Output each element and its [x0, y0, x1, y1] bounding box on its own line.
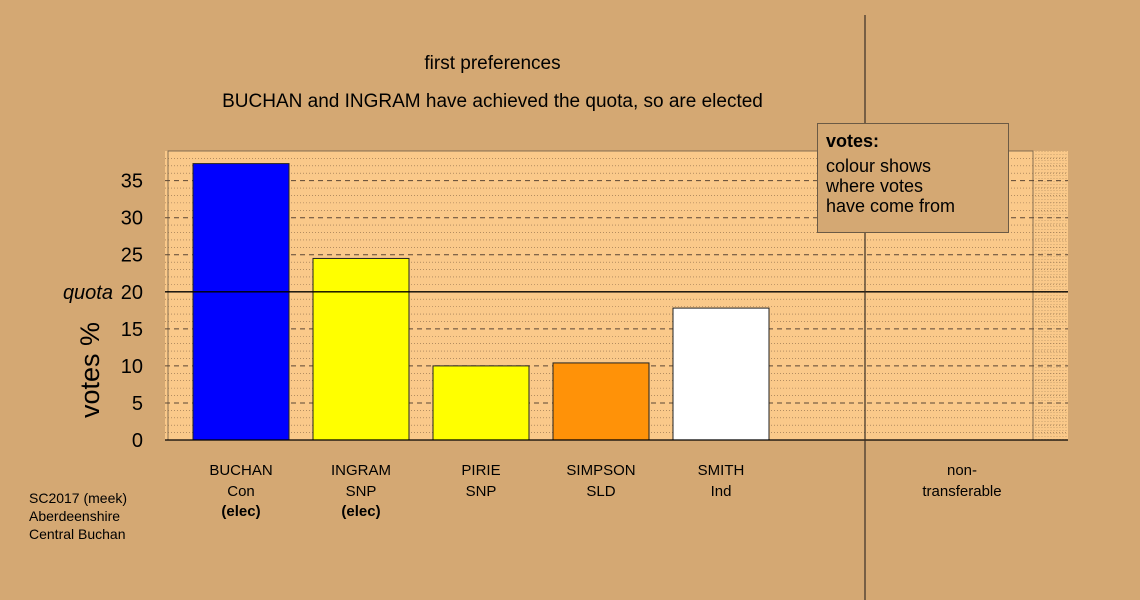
bar-pirie — [432, 365, 530, 441]
y-tick-label: 30 — [121, 208, 143, 230]
category-name: SIMPSON — [566, 462, 635, 479]
legend-line: where votes — [826, 176, 924, 196]
y-tick-label: 15 — [121, 319, 143, 341]
bar-simpson — [552, 362, 650, 441]
category-party: Con — [227, 483, 255, 500]
nontransferable-label: non- — [947, 462, 977, 479]
axes-layer — [165, 15, 1068, 600]
category-party: Ind — [711, 483, 732, 500]
labels-layer: 0 5 10 15 20 25 30 35 quota votes % BUCHAN Con (elec… — [63, 171, 1002, 520]
category-name: BUCHAN — [209, 462, 272, 479]
category-name: PIRIE — [461, 462, 500, 479]
footer-caption: SC2017 (meek) Aberdeenshire Central Buch… — [29, 489, 127, 543]
y-tick-label: 0 — [132, 430, 143, 452]
bar-smith — [672, 307, 770, 441]
legend-body: colour shows where votes have come from — [826, 156, 1008, 216]
y-tick-label: 25 — [121, 245, 143, 267]
category-status: (elec) — [341, 503, 380, 520]
bars-layer — [192, 163, 770, 441]
legend-line: have come from — [826, 196, 956, 216]
chart-title: first preferences — [424, 53, 561, 74]
y-tick-label: 20 — [121, 282, 143, 304]
y-tick-label: 10 — [121, 356, 143, 378]
nontransferable-label: transferable — [922, 483, 1001, 500]
category-name: SMITH — [698, 462, 745, 479]
bar-buchan — [192, 163, 290, 441]
category-party: SLD — [586, 483, 615, 500]
category-party: SNP — [466, 483, 497, 500]
footer-line: Central Buchan — [29, 526, 126, 542]
chart-subtitle: BUCHAN and INGRAM have achieved the quot… — [222, 91, 763, 112]
y-tick-label: 35 — [121, 171, 143, 193]
category-name: INGRAM — [331, 462, 391, 479]
legend-line: colour shows — [826, 156, 932, 176]
footer-line: SC2017 (meek) — [29, 490, 128, 506]
footer-line: Aberdeenshire — [29, 508, 121, 524]
quota-label: quota — [63, 282, 113, 304]
category-party: SNP — [346, 483, 377, 500]
category-status: (elec) — [221, 503, 260, 520]
bar-ingram — [312, 257, 410, 441]
y-tick-label: 5 — [132, 393, 143, 415]
y-axis-label: votes % — [75, 322, 105, 418]
legend-title: votes: — [826, 131, 880, 151]
legend-box: votes: colour shows where votes have com… — [817, 123, 1009, 233]
